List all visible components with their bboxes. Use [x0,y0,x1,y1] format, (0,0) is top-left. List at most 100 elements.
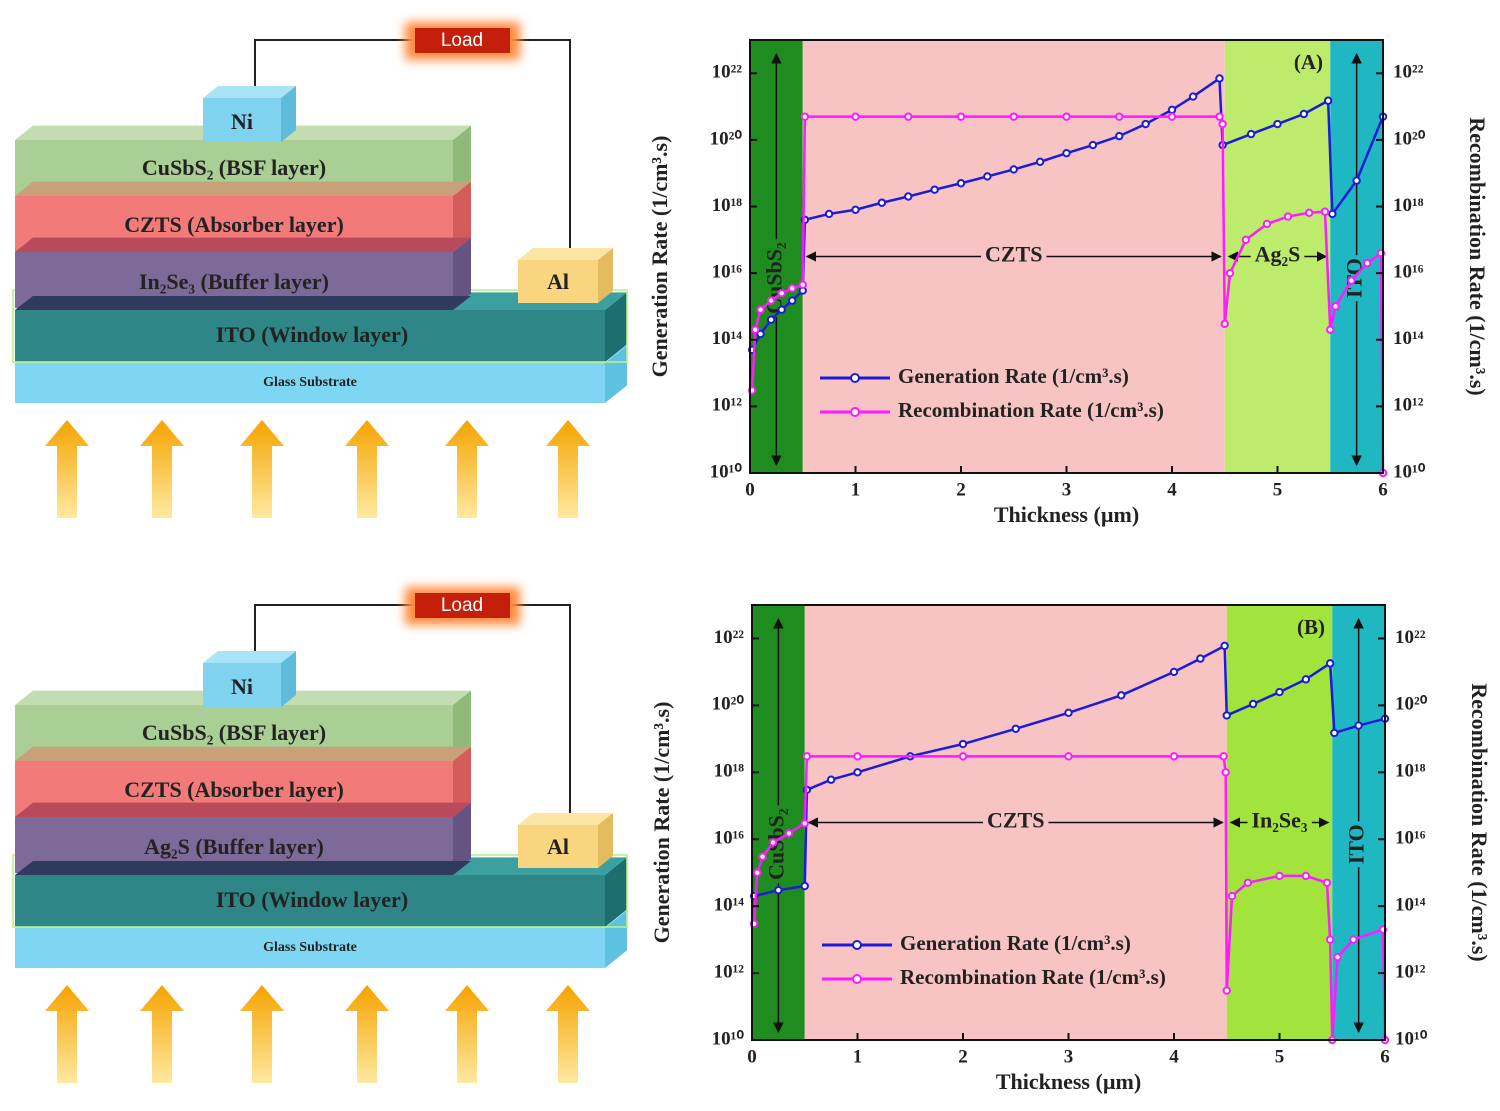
light-arrow [140,985,184,1083]
data-point [1330,728,1339,738]
al-contact [518,825,598,868]
region-label-bg [983,807,1049,833]
data-point [958,752,968,761]
data-point [1169,752,1179,761]
data-point [1221,768,1230,777]
al-contact-top [518,813,613,825]
data-point [1299,109,1309,119]
y2-tick-label: 10¹⁶ [1395,828,1426,849]
data-point [824,209,834,219]
data-point [853,768,862,777]
data-point [1241,235,1251,245]
x-tick-label: 3 [1062,479,1072,500]
window-label: ITO (Window layer) [216,322,408,347]
region-label: CZTS [985,242,1042,267]
layer-label: In₂Se₃ (Buffer layer) [139,269,329,294]
data-point [774,885,783,895]
y-tick-label: 10¹⁴ [712,328,743,349]
data-point [1262,219,1272,229]
data-point [826,775,836,784]
y-tick-label: 10²² [712,62,743,83]
ni-contact-side [281,651,296,707]
light-arrow [140,420,184,518]
al-contact-top [518,248,613,260]
x-tick-label: 6 [1380,1046,1390,1067]
light-arrow [45,985,89,1083]
data-point [751,325,760,334]
layer-top [15,746,471,761]
load-label: Load [441,595,483,616]
ni-contact [203,663,281,707]
data-point [1218,119,1227,129]
al-contact [518,260,598,303]
data-point [1088,140,1098,150]
data-point [800,112,810,121]
light-arrow [445,985,489,1083]
panel-label: (A) [1294,50,1323,74]
y-tick-label: 10²⁰ [712,694,745,715]
data-point [1322,878,1332,887]
load-label: Load [441,30,483,51]
data-point [1273,119,1282,129]
region-label-bg [1250,241,1305,267]
device-schematic: Load Ni Al CuSbS₂ (BSF layer) CZTS (Absorber… [12,587,628,1083]
x-tick-label: 4 [1169,1046,1179,1067]
ni-contact-top [203,651,296,663]
wire [254,604,420,665]
data-point [1219,752,1228,761]
device-schematic: Load Ni Al CuSbS₂ (BSF layer) CZTS (Absorber… [12,22,628,518]
ito-layer [15,310,605,362]
data-point [1246,129,1256,139]
load-box [415,593,510,618]
y2-tick-label: 10²² [1393,62,1424,83]
substrate-label: Glass Substrate [263,940,357,955]
region-label-bg [981,241,1047,267]
data-point [1035,157,1045,167]
data-point [1115,131,1124,141]
y2-axis-label: Recombination Rate (1/cm³.s) [1467,683,1492,962]
glass-substrate [15,928,605,968]
x-tick-label: 2 [958,1046,968,1067]
layer-side [453,690,471,761]
legend-marker [850,407,860,417]
data-point [777,305,786,314]
layer-top [15,181,471,196]
data-point [1283,212,1293,221]
y-tick-label: 10¹² [714,961,745,982]
x-tick-label: 5 [1275,1046,1285,1067]
data-point [1222,986,1231,995]
ni-contact-top [203,86,296,98]
layer-label: Ag₂S (Buffer layer) [144,834,324,859]
ni-contact [203,98,281,142]
y-tick-label: 10¹⁶ [714,828,745,849]
load-box [415,28,510,53]
data-point [1333,952,1342,962]
data-point [1243,878,1253,887]
data-point [1009,165,1018,174]
data-point [788,284,797,293]
data-point [784,829,794,838]
data-point [930,185,939,194]
layer-label: CZTS (Absorber layer) [124,777,344,802]
data-point [766,296,776,305]
al-contact-side [598,248,613,303]
x-tick-label: 0 [747,1046,757,1067]
y-axis-label: Generation Rate (1/cm³.s) [649,702,674,944]
y2-tick-label: 10¹⁴ [1395,895,1426,916]
substrate-label: Glass Substrate [263,375,357,390]
x-tick-label: 5 [1273,479,1283,500]
data-point [1064,752,1073,761]
x-axis-label: Thickness (µm) [996,1069,1141,1094]
legend-label: Recombination Rate (1/cm³.s) [898,398,1164,422]
data-point [958,739,968,749]
data-point [1349,935,1358,944]
y-tick-label: 10²² [714,627,745,648]
y-tick-label: 10¹⁴ [714,895,745,916]
data-point [904,192,913,201]
data-point [904,112,913,121]
ito-layer-side [605,857,627,927]
layer-side [453,125,471,196]
y2-tick-label: 10²⁰ [1393,128,1426,149]
